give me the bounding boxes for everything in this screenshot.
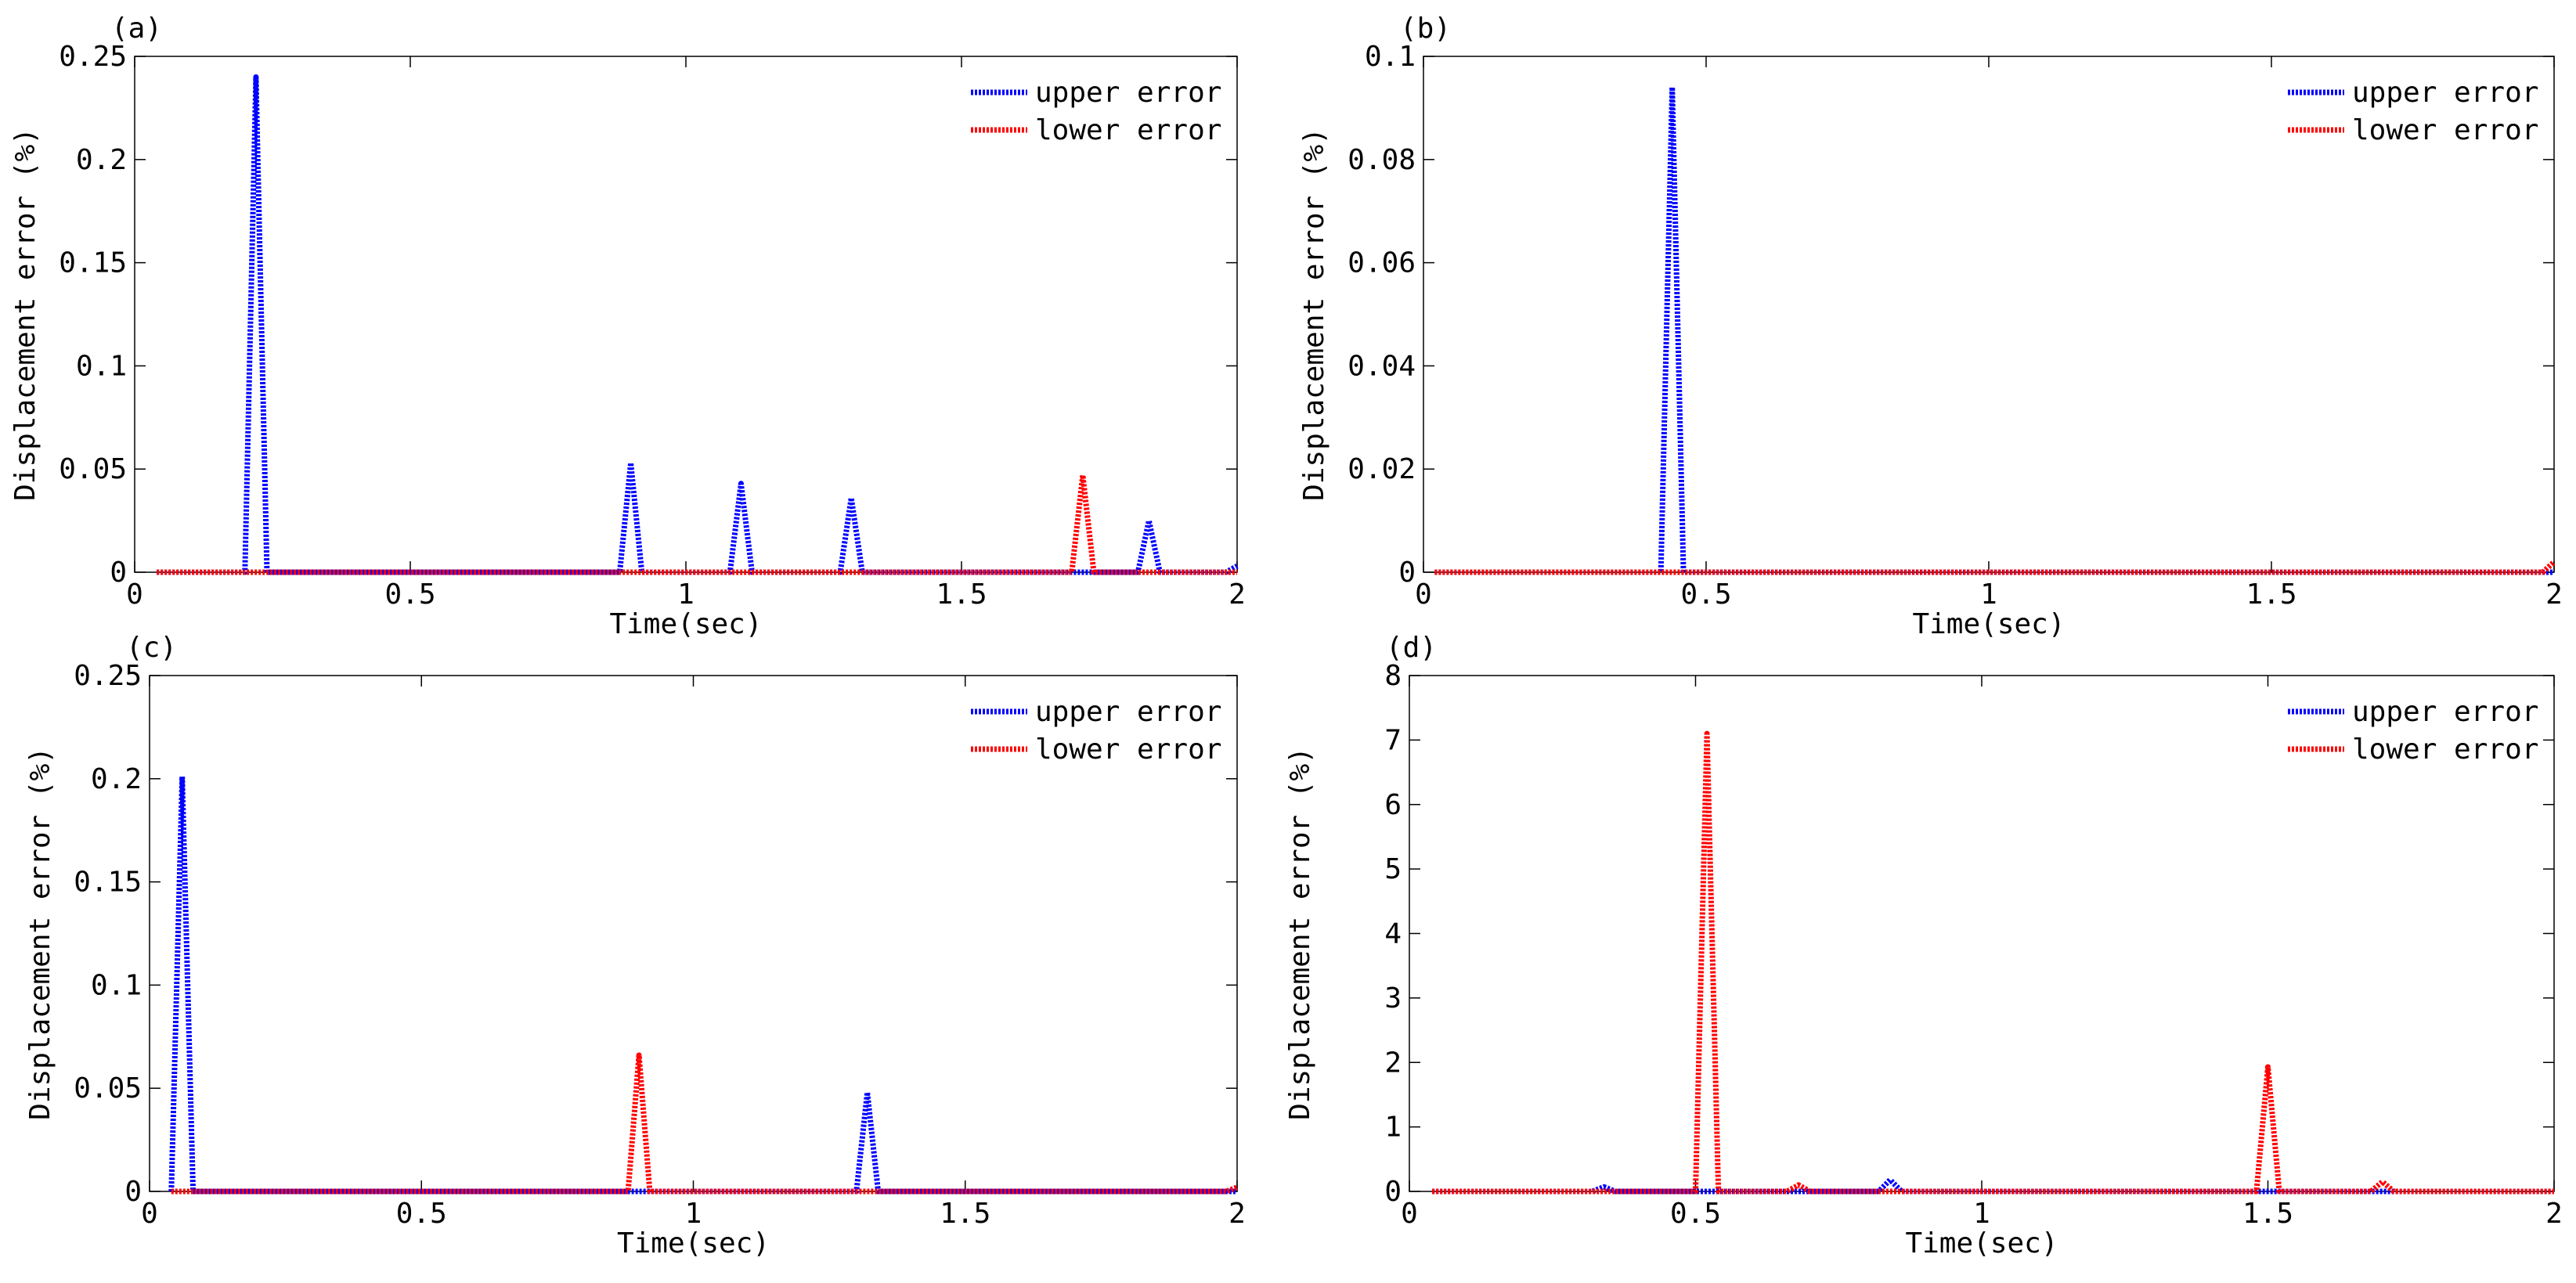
x-tick-label: 0: [1401, 1198, 1418, 1230]
x-tick-label: 2: [1228, 1198, 1246, 1230]
y-tick-label: 0.1: [91, 969, 142, 1001]
x-tick-label: 0.5: [396, 1198, 447, 1230]
y-axis-label: Displacement error (%): [1284, 747, 1316, 1120]
y-axis-label: Displacement error (%): [24, 747, 56, 1120]
x-tick-label: 0: [1415, 578, 1432, 611]
panel-label: (b): [1400, 13, 1451, 45]
x-tick-label: 2: [2545, 1198, 2563, 1230]
y-tick-label: 0.15: [74, 867, 142, 899]
y-tick-label: 3: [1384, 982, 1402, 1015]
y-axis-label: Displacement error (%): [9, 128, 41, 501]
series-line-lower: [171, 1052, 1239, 1195]
y-tick-label: 7: [1384, 724, 1402, 756]
y-axis-label: Displacement error (%): [1298, 128, 1330, 501]
x-tick-label: 2: [1228, 578, 1246, 611]
legend-entry: lower error: [2352, 114, 2538, 146]
x-axis-label: Time(sec): [609, 608, 762, 640]
panel-d: 0 0.5 1 1.5 2 0 1 2 3 4 5 6 7 8 Time(sec) Displacement …: [1284, 632, 2563, 1260]
y-tick-label: 0.06: [1348, 247, 1416, 279]
y-tick-label: 0.1: [76, 350, 127, 382]
y-tick-label: 0.1: [1365, 41, 1416, 73]
x-tick-label: 1: [677, 578, 695, 611]
y-tick-label: 0.08: [1348, 144, 1416, 176]
legend-entry: lower error: [2352, 733, 2538, 766]
panel-label: (a): [111, 13, 162, 45]
x-tick-label: 1.5: [2246, 578, 2296, 611]
x-axis-label: Time(sec): [617, 1227, 770, 1260]
y-tick-label: 0: [1398, 557, 1416, 589]
x-tick-label: 1: [1980, 578, 1997, 611]
x-tick-label: 0.5: [384, 578, 435, 611]
legend-entry: lower error: [1035, 114, 1221, 146]
series-line-upper: [168, 773, 1237, 1195]
y-tick-label: 0.25: [59, 41, 127, 73]
x-tick-label: 0.5: [1670, 1198, 1721, 1230]
legend-entry: upper error: [1035, 77, 1221, 109]
x-tick-label: 0: [126, 578, 143, 611]
x-tick-label: 1.5: [936, 578, 987, 611]
y-tick-label: 2: [1384, 1047, 1402, 1079]
y-tick-label: 0.02: [1348, 453, 1416, 485]
y-tick-label: 0: [124, 1176, 142, 1208]
panel-a: 0 0.5 1 1.5 2 0 0.05 0.1 0.15 0.2 0.25 Time(sec) Dis…: [9, 13, 1246, 640]
x-axis-label: Time(sec): [1912, 608, 2065, 640]
panel-label: (c): [126, 632, 177, 664]
series-line-upper: [1434, 85, 2554, 575]
x-tick-label: 1: [1973, 1198, 1990, 1230]
x-tick-label: 1.5: [940, 1198, 990, 1230]
legend-entry: upper error: [2352, 77, 2538, 109]
x-tick-label: 0: [141, 1198, 158, 1230]
legend-entry: lower error: [1035, 733, 1221, 766]
panel-b: 0 0.5 1 1.5 2 0 0.02 0.04 0.06 0.08 0.1 Time(sec) Di…: [1298, 13, 2563, 640]
y-tick-label: 6: [1384, 789, 1402, 821]
y-tick-label: 5: [1384, 853, 1402, 885]
y-tick-label: 1: [1384, 1112, 1402, 1144]
x-tick-label: 1.5: [2242, 1198, 2293, 1230]
y-tick-label: 0.05: [74, 1072, 142, 1105]
x-tick-label: 1: [685, 1198, 702, 1230]
series-line-upper: [157, 74, 1239, 575]
series-line-lower: [1432, 730, 2554, 1195]
panel-label: (d): [1386, 632, 1437, 664]
legend-entry: upper error: [2352, 696, 2538, 728]
y-tick-label: 0.05: [59, 453, 127, 485]
y-tick-label: 0.15: [59, 247, 127, 279]
y-tick-label: 0: [110, 557, 127, 589]
series-line-lower: [157, 472, 1237, 575]
y-tick-label: 4: [1384, 918, 1402, 950]
y-tick-label: 0.2: [76, 144, 127, 176]
y-tick-label: 8: [1384, 660, 1402, 692]
series-line-lower: [1434, 560, 2556, 575]
x-tick-label: 2: [2545, 578, 2563, 611]
y-tick-label: 0.04: [1348, 350, 1416, 382]
y-tick-label: 0.2: [91, 763, 142, 795]
panel-c: 0 0.5 1 1.5 2 0 0.05 0.1 0.15 0.2 0.25 Time(sec) Dis…: [24, 632, 1246, 1260]
x-axis-label: Time(sec): [1905, 1227, 2058, 1260]
y-tick-label: 0: [1384, 1176, 1402, 1208]
legend-entry: upper error: [1035, 696, 1221, 728]
y-tick-label: 0.25: [74, 660, 142, 692]
x-tick-label: 0.5: [1680, 578, 1731, 611]
